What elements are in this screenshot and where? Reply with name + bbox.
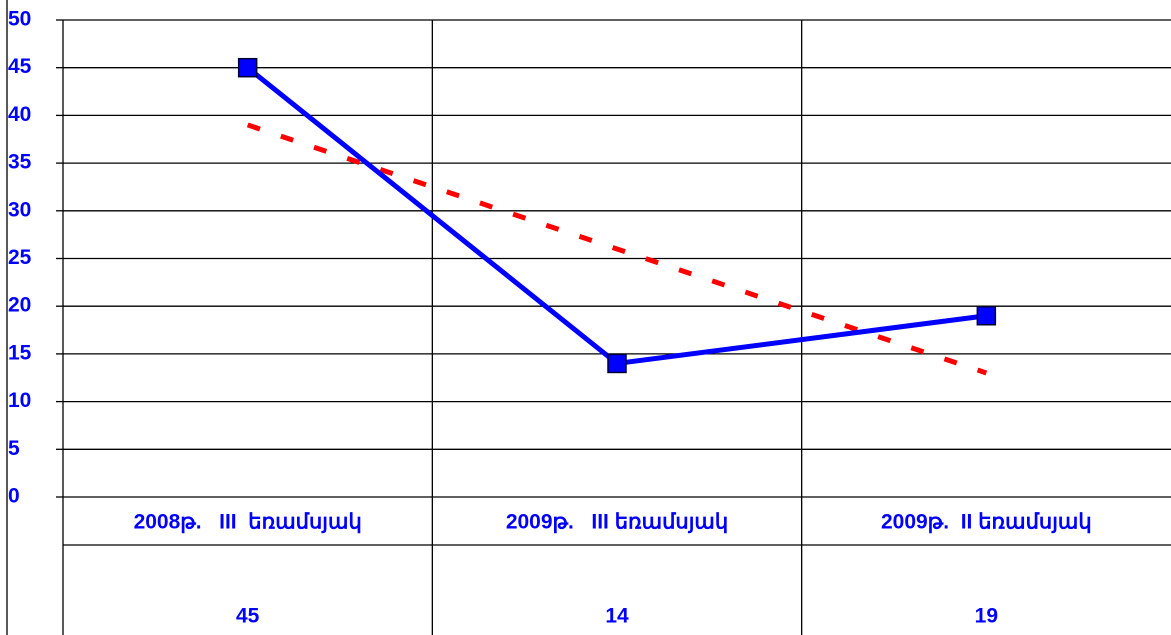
y-tick-label: 45 <box>8 55 32 78</box>
table-value: 45 <box>236 605 260 628</box>
line <box>246 65 987 367</box>
y-tick-label: 0 <box>8 485 20 508</box>
x-tick-label: 2008թ. III եռամսյակ <box>134 511 362 534</box>
trendline <box>246 122 988 376</box>
y-tick-label: 20 <box>8 294 31 317</box>
x-tick-label: 2009թ. III եռամսյակ <box>506 511 728 534</box>
x-tick-label: 2009թ. II եռամսյակ <box>881 511 1092 534</box>
y-tick-label: 15 <box>8 341 32 364</box>
y-tick-label: 10 <box>8 389 31 412</box>
marker <box>607 353 627 374</box>
marker <box>237 57 258 78</box>
marker <box>976 305 997 326</box>
table-value: 19 <box>975 605 998 628</box>
y-tick-label: 5 <box>8 437 20 460</box>
y-tick-label: 30 <box>8 198 31 221</box>
y-tick-label: 35 <box>8 151 32 174</box>
y-tick-label: 25 <box>8 246 32 269</box>
y-tick-label: 50 <box>8 8 31 31</box>
y-tick-label: 40 <box>8 103 31 126</box>
table-value: 14 <box>605 605 629 628</box>
